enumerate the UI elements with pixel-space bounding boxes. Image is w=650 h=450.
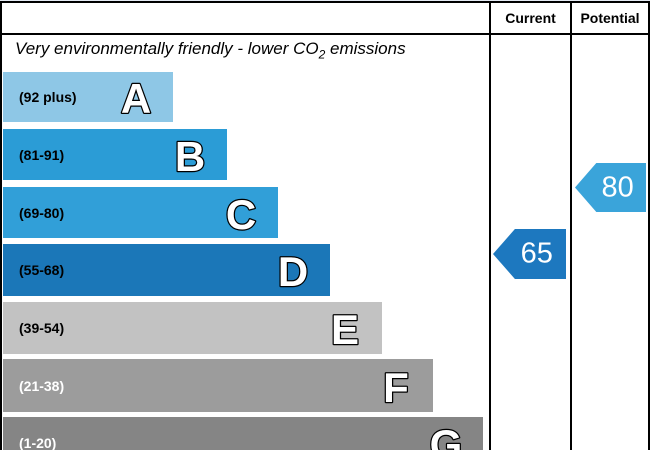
band-c-bar: (69-80) C	[3, 187, 278, 238]
band-f-letter: F	[382, 363, 410, 409]
svg-text:F: F	[383, 364, 409, 409]
svg-text:A: A	[121, 75, 151, 120]
svg-text:B: B	[175, 133, 205, 178]
current-rating-value: 65	[520, 237, 553, 270]
chart-title-subscript: 2	[318, 47, 326, 62]
band-e-bar: (39-54) E	[3, 302, 382, 354]
band-d-bar: (55-68) D	[3, 244, 330, 296]
band-e-letter: E	[330, 305, 361, 351]
svg-text:D: D	[278, 248, 308, 293]
band-f-range-label: (21-38)	[19, 377, 65, 394]
band-a-range-label: (92 plus)	[19, 89, 77, 105]
band-f-bar: (21-38) F	[3, 359, 433, 412]
chart-title: Very environmentally friendly - lower CO…	[15, 39, 406, 61]
band-e-range-label: (39-54)	[19, 320, 65, 336]
band-a-letter: A	[120, 74, 153, 120]
svg-text:G: G	[430, 421, 463, 450]
band-b-range-label: (81-91)	[19, 146, 65, 163]
band-d-range-label: (55-68)	[19, 262, 65, 278]
current-column-header: Current	[505, 10, 556, 26]
potential-rating-value: 80	[601, 171, 634, 203]
band-a-bar: (92 plus) A	[3, 72, 173, 122]
band-d-letter: D	[277, 247, 310, 293]
potential-column-divider	[570, 3, 572, 450]
chart-title-text: Very environmentally friendly - lower CO	[15, 39, 319, 58]
band-c-letter: C	[225, 190, 258, 236]
header-divider	[2, 33, 648, 35]
potential-rating-pointer: 80	[575, 163, 646, 212]
band-b-bar: (81-91) B	[3, 129, 227, 180]
band-g-bar: (1-20) G	[3, 417, 483, 450]
band-b-letter: B	[174, 132, 207, 178]
chart-title-suffix: emissions	[325, 39, 406, 58]
current-rating-pointer: 65	[493, 229, 566, 279]
current-column-divider	[489, 3, 491, 450]
band-g-range-label: (1-20)	[19, 435, 57, 450]
svg-text:C: C	[226, 191, 256, 236]
potential-column-header: Potential	[580, 10, 640, 26]
band-g-letter: G	[428, 420, 463, 450]
band-c-range-label: (69-80)	[19, 204, 65, 221]
svg-text:E: E	[331, 306, 359, 351]
page-edge-strip	[0, 0, 650, 1]
